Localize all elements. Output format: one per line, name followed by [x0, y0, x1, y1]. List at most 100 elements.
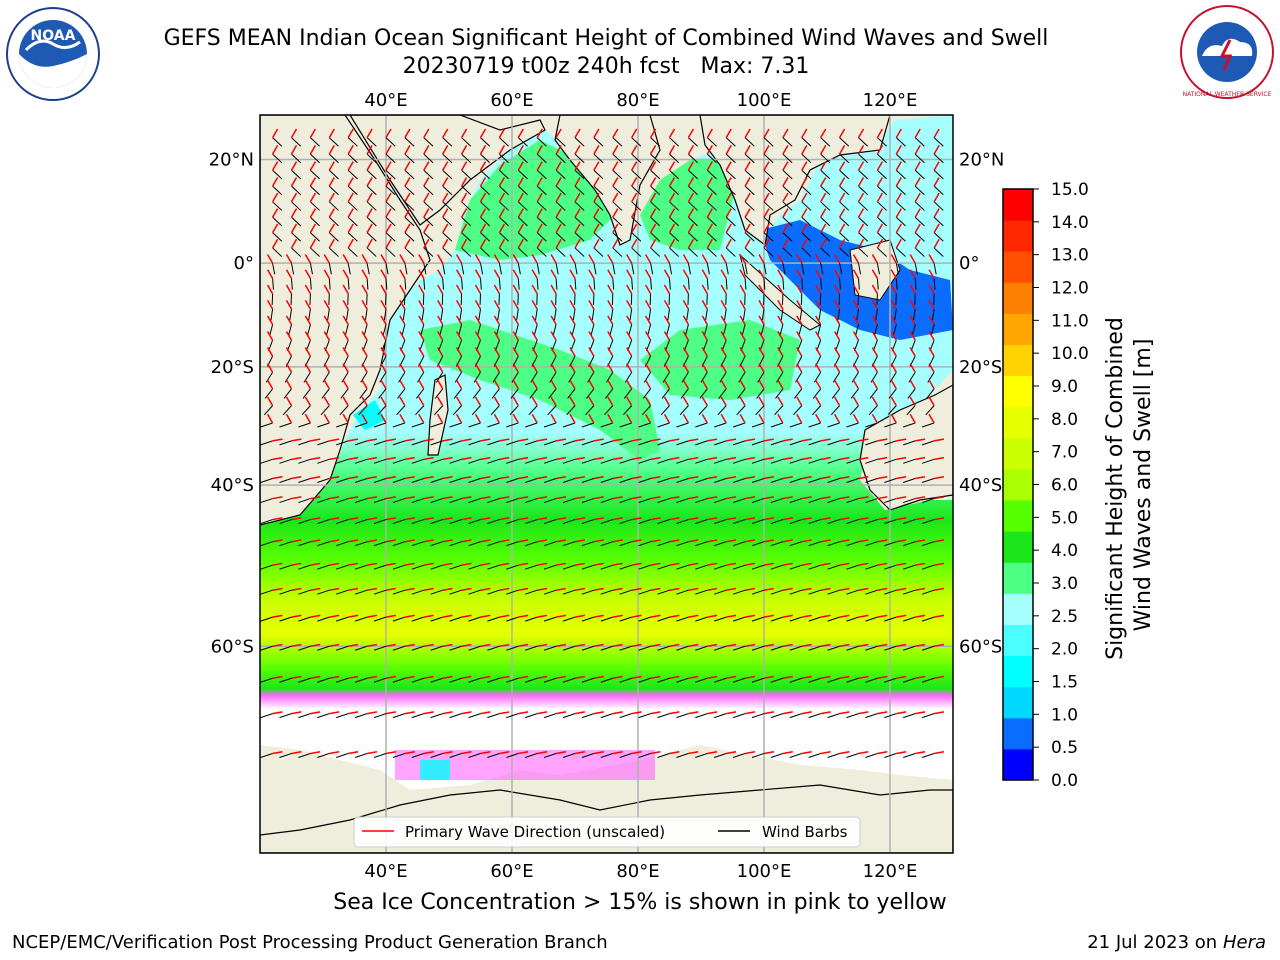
wind-barb [433, 405, 444, 416]
wind-barb [260, 498, 273, 504]
wave-direction-arrow [801, 562, 812, 566]
wave-direction-arrow [385, 562, 396, 566]
wind-barb [480, 216, 491, 227]
wave-direction-arrow [720, 347, 727, 357]
wave-direction-arrow [272, 562, 283, 566]
wave-direction-arrow [820, 128, 827, 138]
wave-direction-arrow [329, 711, 340, 715]
wave-direction-arrow [801, 496, 812, 500]
wave-direction-arrow [366, 238, 373, 249]
wave-direction-arrow [928, 379, 935, 390]
noaa-logo: NOAA [6, 7, 100, 101]
wave-direction-arrow [290, 128, 298, 138]
wind-barb [782, 185, 793, 196]
wind-barb [543, 753, 557, 758]
wave-direction-arrow [871, 331, 879, 341]
wave-direction-arrow [366, 517, 378, 521]
wave-direction-arrow [480, 539, 491, 543]
wave-direction-arrow [266, 269, 274, 279]
wave-direction-arrow [626, 300, 633, 310]
wave-direction-arrow [815, 331, 822, 341]
wave-direction-arrow [423, 128, 430, 138]
wave-direction-arrow [304, 347, 312, 357]
wave-direction-arrow [631, 562, 642, 566]
wind-barb [283, 388, 292, 399]
wave-direction-arrow [928, 254, 935, 264]
wave-direction-arrow [858, 711, 869, 715]
wave-direction-arrow [455, 396, 463, 407]
wave-direction-arrow [782, 456, 793, 461]
wind-barb [732, 753, 746, 758]
wave-direction-arrow [366, 208, 373, 218]
wind-barb [525, 541, 538, 547]
wave-direction-arrow [909, 347, 916, 357]
wind-barb [529, 388, 538, 399]
wind-barb [725, 201, 736, 211]
wave-direction-arrow [493, 396, 501, 407]
wave-direction-arrow [593, 177, 600, 187]
wind-barb [600, 564, 613, 570]
wind-barb [612, 263, 616, 275]
wind-barb [555, 263, 559, 275]
wave-direction-arrow [342, 413, 349, 424]
wind-barb [751, 677, 765, 683]
wave-direction-arrow [531, 363, 538, 373]
wave-direction-arrow [782, 177, 789, 187]
wind-barb [487, 422, 500, 428]
wave-direction-arrow [310, 751, 321, 755]
wave-direction-arrow [914, 128, 921, 138]
wave-direction-arrow [418, 315, 425, 325]
wave-direction-arrow [763, 238, 770, 249]
wind-barb [770, 713, 784, 719]
wind-barb [373, 541, 387, 547]
wind-barb [392, 440, 406, 446]
wind-barb [631, 247, 642, 257]
wave-direction-arrow [895, 128, 902, 138]
wave-direction-arrow [820, 587, 831, 591]
wind-barb [846, 541, 859, 547]
wind-barb [858, 185, 869, 196]
wave-direction-arrow [498, 145, 506, 155]
wave-direction-arrow [323, 284, 330, 295]
wind-barb [593, 216, 604, 227]
wind-barb [725, 185, 736, 196]
wave-direction-arrow [361, 315, 368, 325]
gridlines [260, 115, 953, 853]
wave-direction-arrow [423, 438, 434, 442]
wave-direction-arrow [385, 192, 392, 203]
wind-barb [442, 216, 453, 227]
wave-direction-arrow [442, 675, 453, 679]
wave-direction-arrow [763, 456, 774, 461]
wave-direction-arrow [531, 396, 538, 407]
wind-barb [574, 169, 585, 180]
wind-barb [344, 324, 349, 336]
wind-barb [827, 564, 840, 570]
wind-barb [347, 278, 350, 290]
wind-barb [423, 169, 434, 180]
wind-barb [789, 478, 802, 484]
wave-direction-arrow [328, 128, 335, 138]
wave-direction-arrow [588, 396, 595, 407]
wave-direction-arrow [726, 751, 737, 755]
wave-direction-arrow [474, 379, 482, 390]
wind-barb [849, 405, 859, 416]
wind-barb [650, 169, 661, 180]
wind-barb [688, 247, 698, 257]
wind-barb [480, 137, 491, 147]
wind-barb [688, 201, 698, 211]
wave-direction-arrow [669, 562, 680, 566]
wave-direction-arrow [933, 177, 940, 187]
colorbar-tick-label: 1.5 [1051, 673, 1078, 693]
wind-barb [291, 185, 302, 196]
wind-barb [869, 388, 878, 399]
wind-barb [667, 308, 670, 321]
wind-barb [430, 616, 443, 622]
wave-direction-arrow [517, 223, 524, 234]
wave-direction-arrow [612, 496, 623, 500]
wave-direction-arrow [442, 238, 449, 249]
wave-direction-arrow [644, 284, 652, 295]
wind-barb [714, 645, 727, 651]
wind-barb [555, 232, 566, 242]
wave-direction-arrow [380, 315, 387, 325]
wave-direction-arrow [914, 145, 921, 155]
